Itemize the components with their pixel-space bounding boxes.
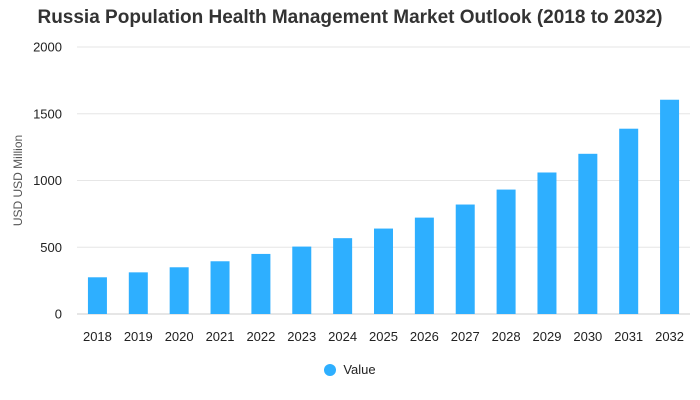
chart-title: Russia Population Health Management Mark… xyxy=(37,7,663,28)
x-tick-label: 2031 xyxy=(614,329,643,344)
y-tick-label: 2000 xyxy=(33,40,62,55)
bar-2031 xyxy=(619,128,639,314)
bar-2021 xyxy=(210,261,230,314)
bar-2025 xyxy=(374,228,393,314)
x-tick-label: 2028 xyxy=(492,329,521,344)
x-tick-label: 2030 xyxy=(573,329,602,344)
y-axis-ticks: 0 500 1000 1500 2000 xyxy=(33,40,62,322)
x-tick-label: 2021 xyxy=(206,329,235,344)
bar-2022 xyxy=(251,253,271,314)
x-tick-label: 2020 xyxy=(165,329,194,344)
x-tick-label: 2029 xyxy=(533,329,562,344)
y-tick-label: 1000 xyxy=(33,173,62,188)
bar-2018 xyxy=(87,277,107,314)
y-axis-label: USD USD Million xyxy=(11,135,25,226)
x-tick-label: 2019 xyxy=(124,329,153,344)
bar-2030 xyxy=(578,153,598,314)
bar-2028 xyxy=(496,189,516,314)
x-tick-label: 2018 xyxy=(83,329,112,344)
bars xyxy=(87,99,680,314)
y-tick-label: 500 xyxy=(40,240,62,255)
bar-2023 xyxy=(292,246,312,314)
bar-2024 xyxy=(333,238,353,314)
x-tick-label: 2023 xyxy=(287,329,316,344)
x-tick-label: 2032 xyxy=(655,329,684,344)
legend: Value xyxy=(0,362,700,377)
bar-2019 xyxy=(128,272,148,314)
bar-2026 xyxy=(414,217,434,314)
x-tick-label: 2026 xyxy=(410,329,439,344)
x-tick-label: 2022 xyxy=(246,329,275,344)
bar-2020 xyxy=(169,267,189,314)
y-tick-label: 1500 xyxy=(33,106,62,121)
bar-2032 xyxy=(660,99,680,314)
legend-label-value: Value xyxy=(343,362,376,377)
x-axis-ticks: 2018 2019 2020 2021 2022 2023 2024 2025 2026 2027… xyxy=(83,329,684,344)
x-tick-label: 2025 xyxy=(369,329,398,344)
x-tick-label: 2024 xyxy=(328,329,357,344)
y-tick-label: 0 xyxy=(55,307,62,322)
bar-2029 xyxy=(537,172,557,314)
bar-2027 xyxy=(455,204,475,314)
x-tick-label: 2027 xyxy=(451,329,480,344)
legend-swatch-value xyxy=(324,363,337,376)
